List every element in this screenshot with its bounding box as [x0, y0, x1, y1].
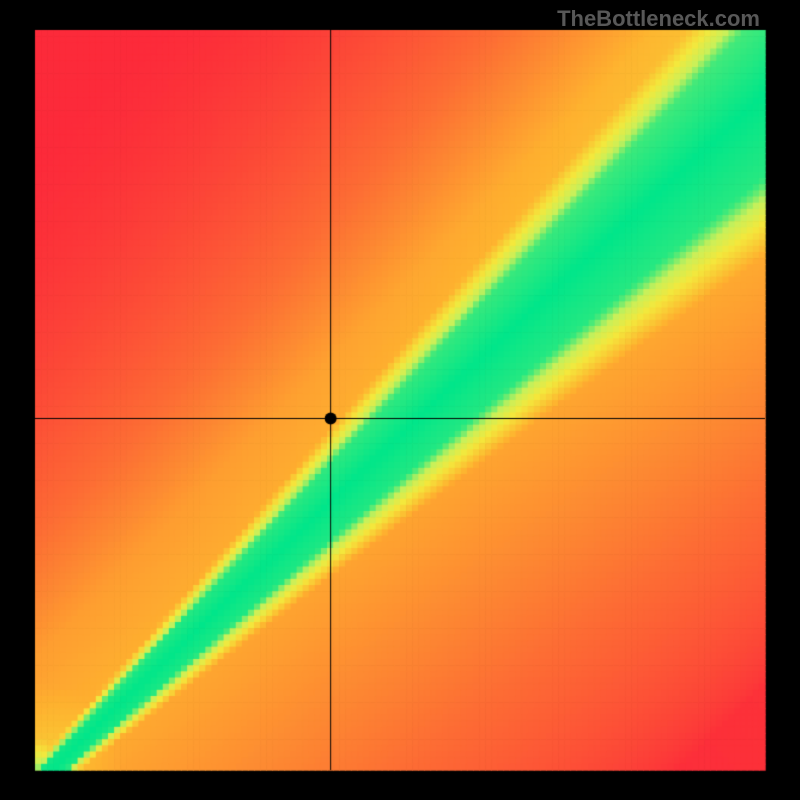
heatmap-canvas	[0, 0, 800, 800]
chart-container: TheBottleneck.com	[0, 0, 800, 800]
watermark-text: TheBottleneck.com	[557, 6, 760, 32]
